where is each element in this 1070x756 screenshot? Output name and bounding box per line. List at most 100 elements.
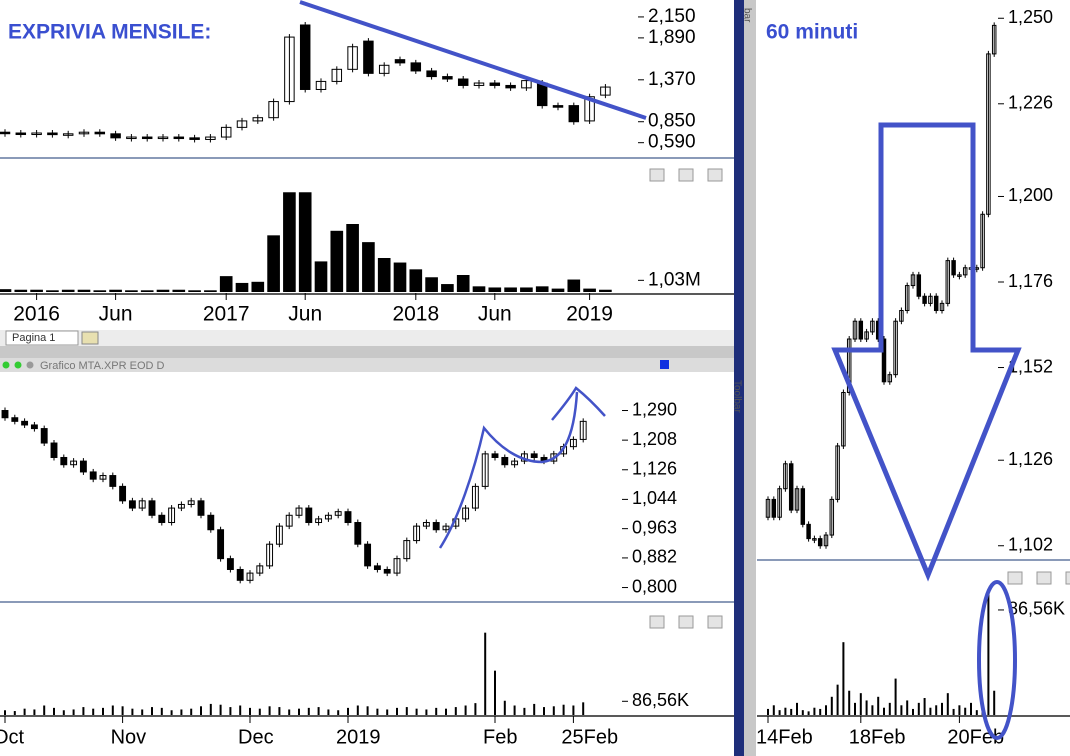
volume-bar — [121, 706, 124, 715]
volume-bar — [288, 709, 291, 715]
volume-bar — [283, 192, 296, 292]
x-tick-label: 14Feb — [756, 726, 813, 748]
volume-bar — [582, 702, 585, 715]
window-button[interactable] — [1065, 571, 1070, 585]
tab-icon[interactable] — [81, 331, 99, 345]
volume-bar — [170, 710, 173, 715]
volume-bar — [513, 705, 516, 715]
volume-bar — [807, 711, 810, 715]
volume-bar — [767, 708, 769, 715]
x-tick-label: Jun — [288, 303, 322, 326]
volume-bar — [0, 289, 12, 292]
volume-bar — [409, 269, 423, 292]
y-tick-label: 1,290 — [632, 399, 677, 419]
volume-bar — [883, 707, 885, 715]
x-tick-label: 2019 — [336, 726, 381, 748]
volume-bar — [23, 708, 26, 715]
volume-bar — [923, 698, 926, 715]
volume-bar — [599, 289, 612, 292]
y-tick-label: 1,126 — [632, 459, 677, 479]
y-tick-label: 86,56K — [1008, 599, 1065, 619]
toolbar-icon[interactable] — [660, 360, 669, 369]
y-tick-label: 2,150 — [648, 6, 696, 27]
window-button[interactable] — [1007, 571, 1023, 585]
volume-bar — [552, 706, 555, 715]
y-tick-label: 1,208 — [632, 429, 677, 449]
volume-bar — [894, 678, 897, 715]
volume-bar — [917, 702, 920, 715]
volume-bar — [258, 708, 261, 715]
volume-bar — [975, 710, 978, 715]
volume-bar — [219, 704, 222, 715]
volume-bar — [425, 709, 428, 715]
volume-bar — [533, 703, 536, 715]
volume-bar — [307, 707, 310, 715]
volume-bar — [172, 289, 186, 292]
volume-bar — [386, 709, 389, 715]
volume-bar — [494, 670, 496, 715]
volume-bar — [30, 289, 43, 292]
volume-bar — [562, 704, 565, 715]
volume-bar — [347, 707, 349, 715]
window-button[interactable] — [707, 615, 723, 629]
volume-bar — [946, 693, 949, 715]
volume-bar — [445, 708, 447, 715]
cup-annotation — [438, 386, 606, 549]
window-button[interactable] — [649, 615, 665, 629]
volume-bar — [111, 705, 114, 715]
volume-bar — [941, 702, 943, 715]
volume-bar — [488, 287, 502, 292]
window-title: Grafico MTA.XPR EOD D — [40, 360, 165, 372]
window-button[interactable] — [678, 615, 694, 629]
y-tick-label: 86,56K — [632, 690, 689, 710]
x-tick-label: 2016 — [13, 303, 60, 326]
volume-bar — [298, 192, 312, 292]
volume-bar — [337, 710, 340, 715]
volume-bar — [415, 708, 418, 715]
volume-bar — [131, 708, 134, 715]
volume-bar — [900, 705, 903, 715]
volume-bar — [964, 707, 967, 715]
x-tick-label: 2019 — [566, 303, 613, 326]
volume-bar — [200, 706, 202, 715]
window-button[interactable] — [678, 168, 694, 182]
volume-bar — [970, 702, 972, 715]
volume-bar — [836, 684, 839, 715]
x-tick-label: 25Feb — [561, 726, 618, 748]
y-tick-label: 1,044 — [632, 488, 677, 508]
side-toolbar — [744, 0, 756, 756]
volume-bar — [13, 711, 16, 715]
volume-bar — [61, 289, 75, 292]
window-header — [0, 358, 755, 372]
volume-bar — [504, 287, 517, 292]
volume-bar — [825, 705, 827, 715]
volume-bar — [778, 710, 781, 715]
volume-bar — [109, 289, 122, 292]
y-tick-label: 0,800 — [632, 576, 677, 596]
window-button[interactable] — [649, 168, 665, 182]
x-tick-label: 2018 — [392, 303, 439, 326]
volume-bar — [151, 707, 153, 715]
volume-bar — [93, 290, 107, 292]
tab-label[interactable]: Pagina 1 — [12, 332, 55, 344]
y-tick-label: 1,102 — [1008, 534, 1053, 554]
volume-circle — [977, 580, 1017, 740]
volume-bar — [859, 693, 862, 715]
volume-bar — [567, 279, 581, 292]
window-button[interactable] — [707, 168, 723, 182]
y-tick-label: 1,226 — [1008, 93, 1053, 113]
volume-bar — [4, 710, 6, 715]
x-tick-label: 18Feb — [849, 726, 906, 748]
volume-bar — [888, 702, 891, 715]
volume-bar — [877, 696, 880, 715]
volume-bar — [298, 708, 300, 715]
volume-bar — [572, 705, 575, 715]
y-tick-label: 1,200 — [1008, 185, 1053, 205]
window-button[interactable] — [1036, 571, 1052, 585]
volume-bar — [267, 235, 280, 292]
tab[interactable] — [5, 330, 79, 346]
volume-bar — [346, 224, 359, 292]
volume-bar — [356, 705, 359, 715]
annotations — [299, 0, 1022, 740]
y-tick-label: 0,882 — [632, 547, 677, 567]
